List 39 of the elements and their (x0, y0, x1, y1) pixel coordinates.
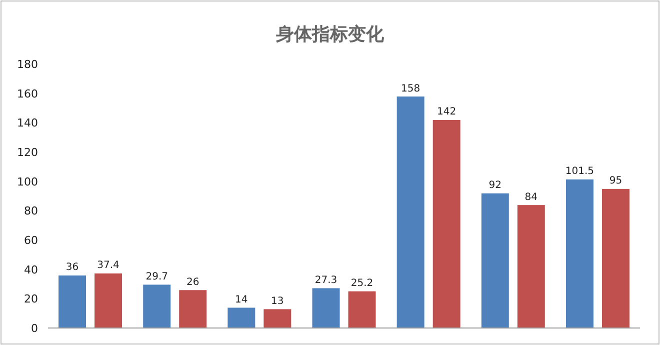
data-label: 37.4 (97, 260, 120, 272)
bar (58, 274, 87, 328)
bar (178, 290, 208, 328)
data-label: 14 (235, 294, 248, 306)
y-tick-label: 140 (17, 116, 38, 130)
bar (312, 288, 340, 328)
bar (263, 308, 292, 328)
bar (227, 307, 256, 328)
data-label: 142 (437, 106, 456, 118)
y-tick-label: 120 (17, 146, 38, 159)
y-tick-label: 20 (24, 292, 38, 306)
data-label: 36 (66, 262, 79, 274)
y-tick-label: 100 (17, 175, 38, 188)
bar (396, 96, 425, 328)
data-label: 95 (609, 176, 622, 187)
bar (601, 188, 630, 328)
y-tick-label: 80 (24, 204, 38, 218)
bar (516, 204, 546, 328)
bar (94, 272, 123, 328)
data-label: 92 (488, 180, 502, 192)
data-label: 158 (401, 83, 420, 94)
y-tick-label: 160 (17, 87, 38, 100)
data-label: 13 (271, 296, 284, 307)
data-label: 101.5 (565, 166, 594, 178)
data-label: 25.2 (350, 278, 374, 290)
data-label: 84 (524, 192, 538, 203)
data-label: 27.3 (314, 274, 338, 286)
bar (432, 119, 461, 328)
data-label: 29.7 (146, 271, 168, 282)
y-tick-label: 40 (24, 263, 38, 276)
bar (480, 192, 510, 328)
bar (565, 178, 594, 328)
chart-title: 身体指标变化 (275, 24, 385, 45)
y-tick-label: 180 (17, 58, 38, 71)
data-label: 26 (186, 276, 200, 288)
y-tick-label: 60 (24, 234, 38, 247)
y-tick-label: 0 (31, 322, 38, 335)
bar (142, 284, 172, 328)
bar (348, 290, 376, 328)
